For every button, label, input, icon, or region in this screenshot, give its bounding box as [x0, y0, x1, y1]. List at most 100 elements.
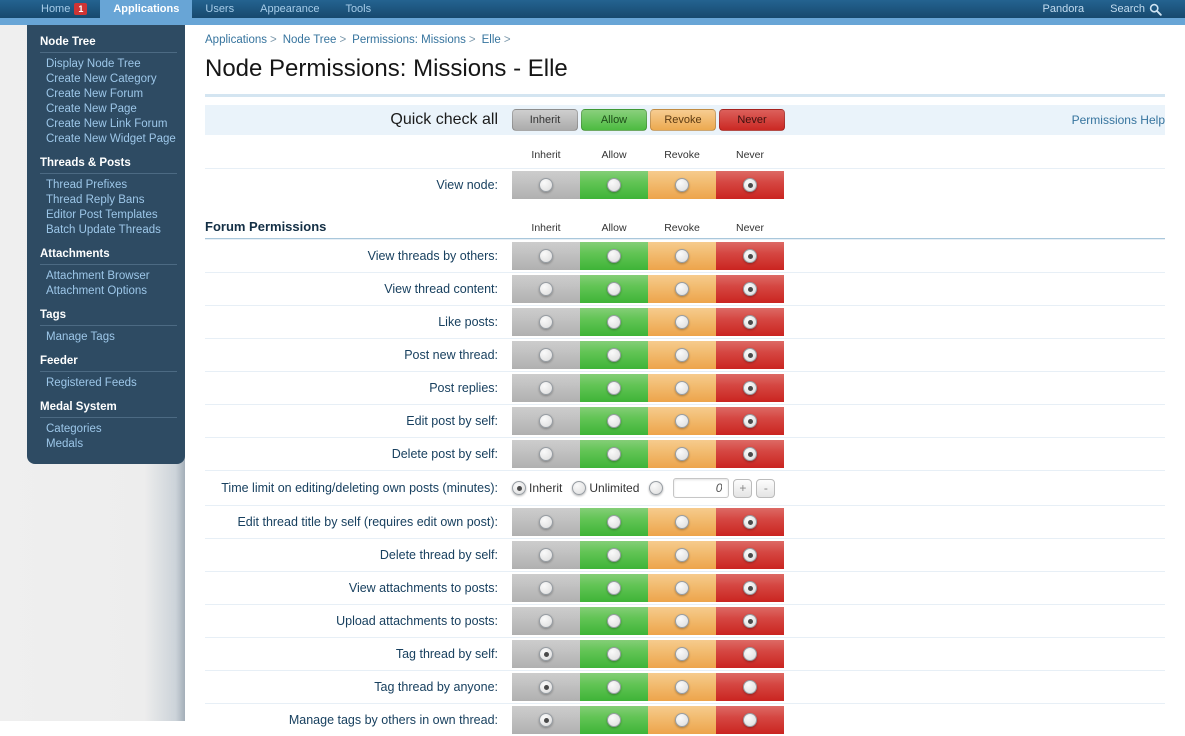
sidebar-item[interactable]: Batch Update Threads — [46, 224, 161, 236]
permission-cell-allow[interactable] — [580, 407, 648, 435]
permission-cell-never[interactable] — [716, 407, 784, 435]
radio-never[interactable] — [743, 713, 757, 727]
sidebar-item[interactable]: Create New Widget Page — [46, 133, 176, 145]
radio-allow[interactable] — [607, 348, 621, 362]
radio-never[interactable] — [743, 282, 757, 296]
radio-custom[interactable] — [649, 481, 664, 495]
permission-cell-never[interactable] — [716, 508, 784, 536]
permission-cell-inherit[interactable] — [512, 508, 580, 536]
radio-never[interactable] — [743, 614, 757, 628]
permission-cell-allow[interactable] — [580, 574, 648, 602]
permission-cell-inherit[interactable] — [512, 640, 580, 668]
permission-cell-never[interactable] — [716, 171, 784, 199]
radio-revoke[interactable] — [675, 282, 689, 296]
radio-revoke[interactable] — [675, 315, 689, 329]
radio-inherit[interactable] — [539, 249, 553, 263]
radio-allow[interactable] — [607, 178, 621, 192]
radio-never[interactable] — [743, 548, 757, 562]
radio-inherit[interactable] — [539, 614, 553, 628]
permission-cell-revoke[interactable] — [648, 171, 716, 199]
nav-tab-tools[interactable]: Tools — [332, 0, 384, 18]
radio-allow[interactable] — [607, 614, 621, 628]
radio-revoke[interactable] — [675, 348, 689, 362]
radio-inherit[interactable] — [539, 447, 553, 461]
radio-allow[interactable] — [607, 680, 621, 694]
radio-inherit[interactable] — [539, 647, 553, 661]
nav-tab-home[interactable]: Home 1 — [28, 0, 100, 18]
radio-never[interactable] — [743, 348, 757, 362]
sidebar-item[interactable]: Thread Reply Bans — [46, 194, 145, 206]
permission-cell-allow[interactable] — [580, 308, 648, 336]
radio-allow[interactable] — [607, 447, 621, 461]
permission-cell-allow[interactable] — [580, 706, 648, 734]
radio-allow[interactable] — [607, 581, 621, 595]
radio-never[interactable] — [743, 515, 757, 529]
permission-cell-allow[interactable] — [580, 541, 648, 569]
permission-cell-inherit[interactable] — [512, 275, 580, 303]
sidebar-item[interactable]: Create New Forum — [46, 88, 144, 100]
radio-inherit[interactable] — [539, 581, 553, 595]
time-limit-option-custom[interactable] — [649, 481, 664, 495]
permission-cell-inherit[interactable] — [512, 171, 580, 199]
permission-cell-allow[interactable] — [580, 275, 648, 303]
radio-never[interactable] — [743, 315, 757, 329]
radio-revoke[interactable] — [675, 381, 689, 395]
permission-cell-allow[interactable] — [580, 341, 648, 369]
radio-inherit[interactable] — [539, 282, 553, 296]
radio-allow[interactable] — [607, 249, 621, 263]
radio-never[interactable] — [743, 249, 757, 263]
breadcrumb-link[interactable]: Permissions: Missions — [352, 34, 466, 46]
radio-allow[interactable] — [607, 713, 621, 727]
quick-check-revoke-button[interactable]: Revoke — [650, 109, 716, 131]
radio-allow[interactable] — [607, 414, 621, 428]
permission-cell-never[interactable] — [716, 673, 784, 701]
permission-cell-allow[interactable] — [580, 171, 648, 199]
sidebar-item[interactable]: Categories — [46, 423, 102, 435]
radio-never[interactable] — [743, 680, 757, 694]
permission-cell-revoke[interactable] — [648, 242, 716, 270]
permissions-help-link[interactable]: Permissions Help — [1071, 113, 1165, 127]
permission-cell-allow[interactable] — [580, 508, 648, 536]
radio-revoke[interactable] — [675, 680, 689, 694]
permission-cell-allow[interactable] — [580, 673, 648, 701]
permission-cell-revoke[interactable] — [648, 607, 716, 635]
radio-inherit[interactable] — [539, 348, 553, 362]
permission-cell-inherit[interactable] — [512, 706, 580, 734]
radio-inherit[interactable] — [539, 178, 553, 192]
radio-never[interactable] — [743, 178, 757, 192]
radio-unlimited[interactable] — [572, 481, 587, 495]
permission-cell-allow[interactable] — [580, 440, 648, 468]
radio-revoke[interactable] — [675, 447, 689, 461]
time-limit-option-inherit[interactable]: Inherit — [512, 481, 562, 495]
radio-allow[interactable] — [607, 515, 621, 529]
radio-inherit[interactable] — [512, 481, 526, 495]
radio-allow[interactable] — [607, 647, 621, 661]
breadcrumb-link[interactable]: Applications — [205, 34, 268, 46]
permission-cell-revoke[interactable] — [648, 407, 716, 435]
sidebar-item[interactable]: Create New Page — [46, 103, 137, 115]
radio-inherit[interactable] — [539, 713, 553, 727]
radio-inherit[interactable] — [539, 414, 553, 428]
nav-tab-users[interactable]: Users — [192, 0, 247, 18]
permission-cell-never[interactable] — [716, 341, 784, 369]
sidebar-item[interactable]: Manage Tags — [46, 331, 115, 343]
permission-cell-allow[interactable] — [580, 242, 648, 270]
radio-revoke[interactable] — [675, 647, 689, 661]
permission-cell-revoke[interactable] — [648, 374, 716, 402]
permission-cell-never[interactable] — [716, 440, 784, 468]
radio-revoke[interactable] — [675, 249, 689, 263]
nav-tab-appearance[interactable]: Appearance — [247, 0, 332, 18]
radio-revoke[interactable] — [675, 548, 689, 562]
permission-cell-inherit[interactable] — [512, 407, 580, 435]
permission-cell-revoke[interactable] — [648, 308, 716, 336]
radio-revoke[interactable] — [675, 713, 689, 727]
nav-tab-applications[interactable]: Applications — [100, 0, 193, 18]
permission-cell-inherit[interactable] — [512, 440, 580, 468]
permission-cell-revoke[interactable] — [648, 440, 716, 468]
radio-revoke[interactable] — [675, 414, 689, 428]
radio-revoke[interactable] — [675, 178, 689, 192]
radio-revoke[interactable] — [675, 614, 689, 628]
permission-cell-allow[interactable] — [580, 607, 648, 635]
radio-inherit[interactable] — [539, 548, 553, 562]
quick-check-inherit-button[interactable]: Inherit — [512, 109, 578, 131]
